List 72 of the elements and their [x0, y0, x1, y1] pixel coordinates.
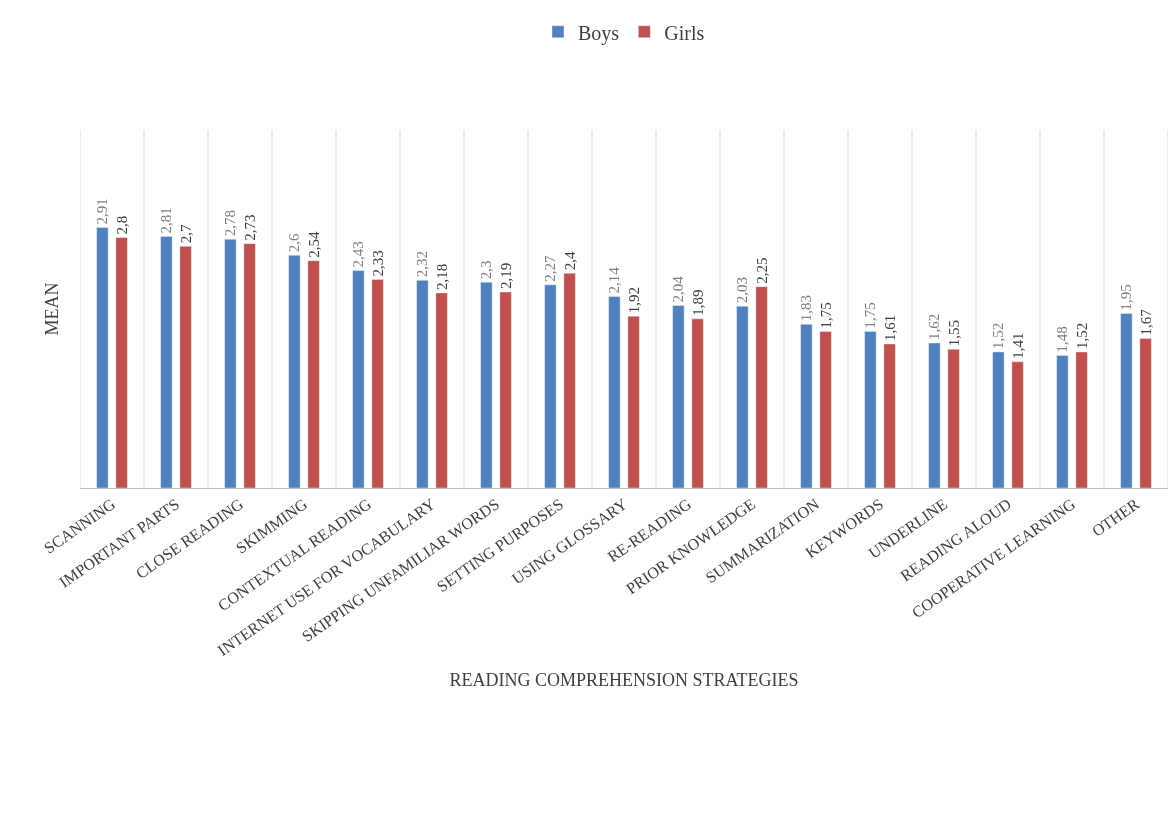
bar [800, 323, 813, 488]
bar [1139, 338, 1152, 488]
data-label: 1,83 [798, 294, 815, 322]
bar [1056, 355, 1069, 488]
data-label: 2,91 [94, 198, 111, 225]
data-label: 2,32 [414, 251, 431, 278]
data-label: 2,03 [734, 277, 751, 304]
data-label: 2,7 [177, 224, 194, 244]
bar [563, 272, 576, 488]
x-axis-title: READING COMPREHENSION STRATEGIES [449, 670, 799, 691]
bar [243, 243, 256, 488]
bar [672, 305, 685, 488]
bar [544, 284, 557, 488]
bar [179, 246, 192, 488]
bar [1075, 351, 1088, 488]
bar [883, 343, 896, 488]
bar [416, 280, 429, 488]
data-label: 2,25 [753, 257, 770, 284]
data-label: 2,14 [606, 266, 623, 294]
data-label: 2,19 [497, 262, 514, 289]
data-label: 1,89 [689, 289, 706, 316]
bar [96, 227, 109, 488]
data-label: 2,73 [241, 214, 258, 241]
bar [819, 331, 832, 488]
data-label: 1,67 [1137, 308, 1154, 336]
data-label: 2,4 [561, 250, 578, 271]
data-label: 2,33 [369, 250, 386, 277]
data-label: 2,54 [305, 230, 322, 258]
data-label: 2,43 [350, 241, 367, 268]
legend-label: Boys [578, 21, 620, 45]
bar [627, 315, 640, 488]
data-label: 2,27 [542, 255, 559, 282]
data-label: 1,95 [1118, 284, 1135, 311]
bar [947, 349, 960, 488]
data-label: 2,04 [670, 275, 687, 303]
data-label: 2,8 [113, 215, 130, 235]
bar [480, 281, 493, 488]
data-label: 2,81 [158, 207, 175, 234]
bar [864, 331, 877, 488]
bar [160, 236, 173, 488]
bar [755, 286, 768, 488]
y-axis-title: MEAN [42, 282, 63, 336]
data-label: 2,18 [433, 263, 450, 290]
data-label: 1,75 [862, 302, 879, 329]
data-label: 1,41 [1009, 332, 1026, 359]
data-label: 2,78 [222, 209, 239, 237]
data-label: 1,92 [625, 286, 642, 314]
bar [307, 260, 320, 488]
data-label: 2,6 [286, 233, 303, 253]
data-label: 1,75 [817, 302, 834, 329]
legend-label: Girls [664, 21, 705, 44]
bar [1011, 361, 1024, 488]
bar [435, 292, 448, 488]
bar [608, 296, 621, 488]
bar [115, 237, 128, 488]
data-label: 2,3 [478, 260, 495, 280]
data-label: 1,61 [881, 314, 898, 341]
bar [499, 291, 512, 488]
bar [928, 342, 941, 488]
bar [736, 306, 749, 488]
bar [224, 238, 237, 488]
bar [371, 279, 384, 488]
bar [992, 351, 1005, 488]
data-label: 1,55 [945, 320, 962, 347]
bar [288, 255, 301, 488]
bar [352, 270, 365, 488]
data-label: 1,48 [1054, 326, 1071, 353]
bar [1120, 313, 1133, 488]
data-label: 1,52 [1073, 322, 1090, 349]
data-label: 1,62 [926, 313, 943, 341]
data-label: 1,52 [990, 322, 1007, 349]
bar [691, 318, 704, 488]
